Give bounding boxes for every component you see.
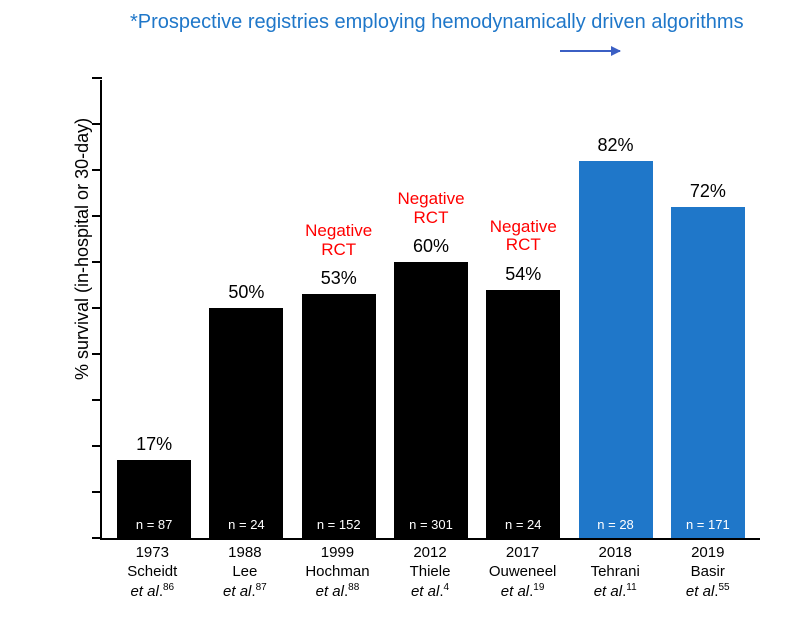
y-tick [92, 491, 102, 493]
y-axis-label: % survival (in-hospital or 30-day) [72, 118, 93, 380]
bar-column: 72%n = 171 [666, 207, 750, 538]
value-label: 60% [394, 236, 468, 257]
n-label: n = 28 [579, 517, 653, 532]
x-label: 2019Basiret al.55 [663, 544, 752, 601]
rct-annotation: NegativeRCT [387, 190, 476, 227]
x-label: 2012Thieleet al.4 [386, 544, 475, 601]
bar: 50%n = 24 [209, 308, 283, 538]
n-label: n = 301 [394, 517, 468, 532]
n-label: n = 152 [302, 517, 376, 532]
bar-column: 60%NegativeRCTn = 301 [389, 262, 473, 538]
bar: 53%NegativeRCTn = 152 [302, 294, 376, 538]
bar-column: 17%n = 87 [112, 460, 196, 538]
bar-column: 50%n = 24 [204, 308, 288, 538]
bars-container: 17%n = 8750%n = 2453%NegativeRCTn = 1526… [102, 80, 760, 538]
x-labels: 1973Scheidtet al.861988Leeet al.871999Ho… [100, 544, 760, 601]
y-tick [92, 215, 102, 217]
y-tick [92, 169, 102, 171]
bar-column: 82%n = 28 [573, 161, 657, 538]
value-label: 82% [579, 135, 653, 156]
y-tick [92, 537, 102, 539]
survival-chart: *Prospective registries employing hemody… [60, 10, 780, 630]
bar-column: 53%NegativeRCTn = 152 [297, 294, 381, 538]
x-label: 1973Scheidtet al.86 [108, 544, 197, 601]
x-label: 2018Tehraniet al.11 [571, 544, 660, 601]
bar-column: 54%NegativeRCTn = 24 [481, 290, 565, 538]
bar: 72%n = 171 [671, 207, 745, 538]
x-label: 1999Hochmanet al.88 [293, 544, 382, 601]
annotation-text: *Prospective registries employing hemody… [130, 11, 744, 33]
plot-area: % survival (in-hospital or 30-day) 17%n … [100, 80, 760, 540]
y-tick [92, 353, 102, 355]
bar: 60%NegativeRCTn = 301 [394, 262, 468, 538]
n-label: n = 87 [117, 517, 191, 532]
y-tick [92, 307, 102, 309]
y-tick [92, 123, 102, 125]
n-label: n = 24 [209, 517, 283, 532]
value-label: 54% [486, 264, 560, 285]
bar: 17%n = 87 [117, 460, 191, 538]
rct-annotation: NegativeRCT [479, 218, 568, 255]
x-label: 2017Ouweneelet al.19 [478, 544, 567, 601]
x-label: 1988Leeet al.87 [201, 544, 290, 601]
y-tick [92, 399, 102, 401]
y-tick [92, 77, 102, 79]
y-tick [92, 445, 102, 447]
value-label: 17% [117, 434, 191, 455]
value-label: 53% [302, 268, 376, 289]
y-tick [92, 261, 102, 263]
rct-annotation: NegativeRCT [294, 222, 383, 259]
annotation-arrow [560, 50, 620, 52]
value-label: 50% [209, 282, 283, 303]
chart-annotation: *Prospective registries employing hemody… [130, 10, 744, 35]
n-label: n = 171 [671, 517, 745, 532]
value-label: 72% [671, 181, 745, 202]
bar: 54%NegativeRCTn = 24 [486, 290, 560, 538]
n-label: n = 24 [486, 517, 560, 532]
bar: 82%n = 28 [579, 161, 653, 538]
